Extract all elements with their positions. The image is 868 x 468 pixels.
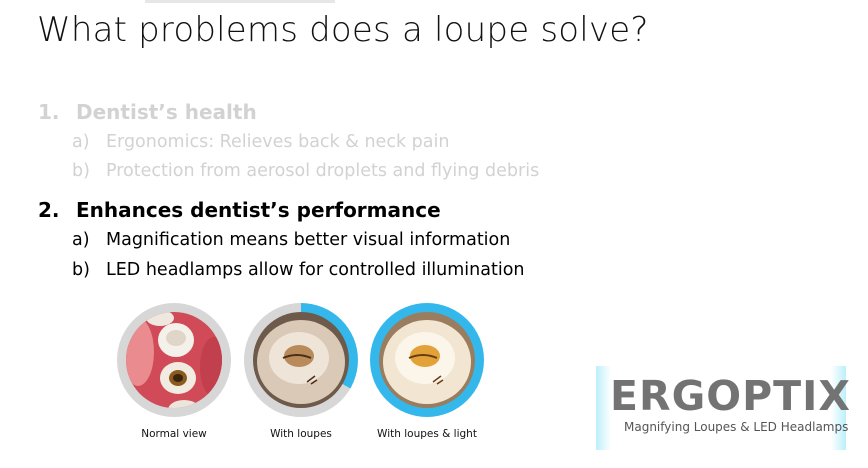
with-loupes-image — [244, 303, 358, 417]
list-number: 1. — [38, 100, 60, 124]
sub-text: LED headlamps allow for controlled illum… — [106, 260, 525, 280]
logo-background — [596, 366, 846, 450]
list-number: 2. — [38, 198, 60, 222]
caption-normal-view: Normal view — [141, 428, 207, 440]
sub-text: Ergonomics: Relieves back & neck pain — [106, 132, 450, 152]
sub-letter: a) — [72, 230, 90, 250]
caption-with-loupes-and-light: With loupes & light — [377, 428, 477, 440]
list-subitem-2a: a) Magnification means better visual info… — [72, 230, 510, 250]
sub-letter: b) — [72, 161, 90, 181]
list-subitem-1b: b) Protection from aerosol droplets and f… — [72, 161, 539, 181]
sub-letter: b) — [72, 260, 90, 280]
with-loupes-and-light-image — [370, 303, 484, 417]
ergoptix-logo: ERGOPTIX — [610, 372, 851, 420]
list-subitem-1a: a) Ergonomics: Relieves back & neck pain — [72, 132, 449, 152]
tooth-magnified-illustration — [253, 312, 349, 408]
list-subitem-2b: b) LED headlamps allow for controlled ill… — [72, 260, 525, 280]
list-heading: Dentist’s health — [76, 100, 257, 124]
sub-text: Protection from aerosol droplets and fly… — [106, 161, 540, 181]
sub-text: Magnification means better visual inform… — [106, 230, 511, 250]
list-item-1: 1. Dentist’s health — [38, 100, 257, 124]
teeth-normal-illustration — [126, 312, 222, 408]
list-item-2: 2. Enhances dentist’s performance — [38, 198, 441, 222]
caption-with-loupes: With loupes — [270, 428, 332, 440]
tooth-illuminated-illustration — [379, 312, 475, 408]
sub-letter: a) — [72, 132, 90, 152]
top-decorative-bar — [145, 0, 335, 3]
slide-title: What problems does a loupe solve? — [37, 10, 649, 50]
normal-view-image — [117, 303, 231, 417]
logo-tagline: Magnifying Loupes & LED Headlamps — [624, 420, 849, 434]
list-heading: Enhances dentist’s performance — [76, 198, 441, 222]
